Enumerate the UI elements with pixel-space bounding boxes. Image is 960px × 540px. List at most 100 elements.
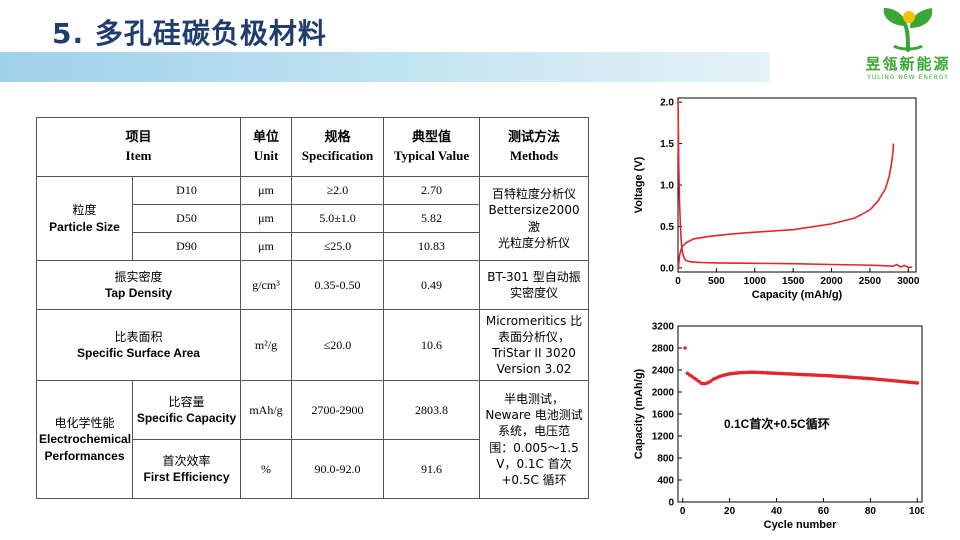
tap-density-en: Tap Density — [104, 286, 173, 300]
surface-area-cn: 比表面积 — [114, 329, 163, 344]
x-tick-label: 2000 — [820, 276, 843, 287]
y-tick-label: 1200 — [652, 432, 675, 443]
tap-density-cn: 振实密度 — [114, 269, 163, 284]
data-point — [683, 346, 687, 350]
header-value-en: Typical Value — [393, 148, 470, 163]
value-cell: 0.49 — [383, 260, 481, 310]
method-line: 半电测试， — [504, 391, 565, 406]
x-tick-label: 3000 — [897, 276, 920, 287]
method-line: Neware 电池测试 — [485, 408, 583, 423]
x-tick-label: 80 — [865, 506, 877, 517]
cycle-capacity-svg: 0 20 40 60 80 100 0 400 800 1200 1600 2000 2400 2800 3… — [633, 322, 926, 532]
logo-english-name: YULING NEW ENERGY — [867, 74, 949, 81]
table-row: 比表面积 Specific Surface Area m²/g ≤20.0 10… — [35, 309, 590, 381]
value-cell: 2.70 — [383, 176, 481, 205]
value-cell: 5.82 — [383, 204, 481, 233]
title-bar — [0, 52, 770, 82]
method-line: +0.5C 循环 — [501, 472, 567, 487]
x-tick-label: 40 — [771, 506, 783, 517]
spec-cell: 90.0-92.0 — [291, 439, 385, 499]
spec-cell: ≥2.0 — [291, 176, 385, 205]
y-tick-label: 2.0 — [660, 98, 674, 109]
method-line: V，0.1C 首次 — [496, 456, 572, 471]
unit-cell: m²/g — [240, 309, 293, 381]
table-row: 电化学性能 Electrochemical Performances 比容量 S… — [36, 380, 590, 499]
unit-cell: μm — [240, 232, 293, 261]
y-axis-label: Capacity (mAh/g) — [633, 368, 645, 459]
particle-size-cn: 粒度 — [72, 203, 97, 218]
tap-density-label: 振实密度 Tap Density — [35, 260, 242, 310]
sub-item-d10: D10 — [131, 176, 242, 205]
method-line: 实密度仪 — [510, 286, 559, 300]
header-methods: 测试方法 Methods — [479, 117, 590, 177]
leaf-logo-icon — [883, 8, 933, 52]
surface-area-label: 比表面积 Specific Surface Area — [35, 309, 242, 381]
table-row: D90 μm ≤25.0 10.83 — [37, 232, 589, 261]
y-tick-label: 1.0 — [660, 181, 674, 192]
voltage-capacity-chart: 0 500 1000 1500 2000 2500 3000 0.0 0.5 1.0 1.5 2.0 C… — [624, 90, 924, 314]
value-cell: 91.6 — [383, 439, 481, 499]
header-spec-cn: 规格 — [324, 130, 351, 146]
series-line-1 — [677, 143, 895, 268]
table-row: 首次效率 First Efficiency % 90.0-92.0 91.6 — [37, 439, 589, 499]
y-tick-label: 1.5 — [660, 139, 674, 150]
electrochem-label: 电化学性能 Electrochemical Performances — [36, 380, 133, 499]
surface-area-en: Specific Surface Area — [77, 346, 200, 360]
sub-item-d50: D50 — [131, 204, 242, 233]
header-item-en: Item — [125, 148, 152, 163]
unit-cell: mAh/g — [240, 380, 293, 440]
table-header-row: 项目 Item 单位 Unit 规格 Specification 典型值 Typ… — [35, 117, 590, 177]
y-tick-label: 3200 — [652, 322, 675, 333]
data-point — [915, 381, 920, 385]
cycle-capacity-chart: 0 20 40 60 80 100 0 400 800 1200 1600 2000 2400 2800 3… — [624, 316, 926, 538]
plot-frame — [677, 325, 923, 503]
header-item: 项目 Item — [35, 117, 242, 177]
plot-frame — [677, 97, 917, 273]
method-line: Version 3.02 — [496, 362, 572, 377]
header-typical-value: 典型值 Typical Value — [383, 117, 481, 177]
y-tick-label: 800 — [657, 454, 674, 465]
method-line: Micromeritics 比 — [485, 313, 583, 328]
x-axis-label: Cycle number — [764, 519, 837, 531]
spec-table: 项目 Item 单位 Unit 规格 Specification 典型值 Typ… — [35, 117, 590, 499]
efficiency-cn: 首次效率 — [162, 453, 211, 468]
unit-cell: g/cm³ — [240, 260, 293, 310]
header-unit: 单位 Unit — [240, 117, 293, 177]
tap-density-method: BT-301 型自动振 实密度仪 — [479, 260, 590, 310]
x-tick-label: 100 — [909, 506, 924, 517]
spec-cell: ≤20.0 — [291, 309, 385, 381]
method-line: 系统，电压范 — [498, 424, 571, 439]
company-logo: 昱瓴新能源 YULING NEW ENERGY — [862, 4, 954, 84]
table-row: D50 μm 5.0±1.0 5.82 — [37, 204, 589, 233]
table-row: 粒度 Particle Size D10 μm ≥2.0 2.70 百特粒度分析… — [36, 176, 590, 261]
x-tick-label: 20 — [724, 506, 736, 517]
method-line: Bettersize2000 激 — [488, 203, 580, 234]
y-tick-label: 400 — [657, 476, 674, 487]
y-tick-label: 0.0 — [660, 263, 674, 274]
header-methods-en: Methods — [509, 148, 559, 163]
method-line: 百特粒度分析仪 — [492, 187, 577, 202]
electrochem-en-2: Performances — [44, 448, 125, 463]
series-line-0 — [677, 99, 913, 269]
header-unit-cn: 单位 — [253, 130, 280, 146]
logo-chinese-name: 昱瓴新能源 — [865, 55, 951, 73]
y-tick-label: 0.5 — [660, 222, 674, 233]
unit-cell: μm — [240, 204, 293, 233]
x-tick-label: 1500 — [782, 276, 805, 287]
value-cell: 2803.8 — [383, 380, 481, 440]
x-tick-label: 500 — [708, 276, 725, 287]
method-line: BT-301 型自动振 — [487, 269, 581, 284]
slide-title: 5. 多孔硅碳负极材料 — [52, 17, 327, 50]
header-unit-en: Unit — [253, 148, 279, 163]
spec-cell: 0.35-0.50 — [291, 260, 385, 310]
particle-size-method: 百特粒度分析仪 Bettersize2000 激 光粒度分析仪 — [479, 176, 590, 261]
method-line: TriStar II 3020 — [492, 346, 576, 360]
capacity-cn: 比容量 — [168, 394, 205, 409]
y-tick-label: 1600 — [652, 410, 675, 421]
particle-size-en: Particle Size — [49, 219, 120, 234]
method-line: 围：0.005～1.5 — [489, 440, 579, 455]
header-value-cn: 典型值 — [412, 130, 452, 146]
capacity-en: Specific Capacity — [136, 411, 237, 425]
x-tick-label: 0 — [680, 506, 686, 517]
header-item-cn: 项目 — [125, 130, 152, 146]
